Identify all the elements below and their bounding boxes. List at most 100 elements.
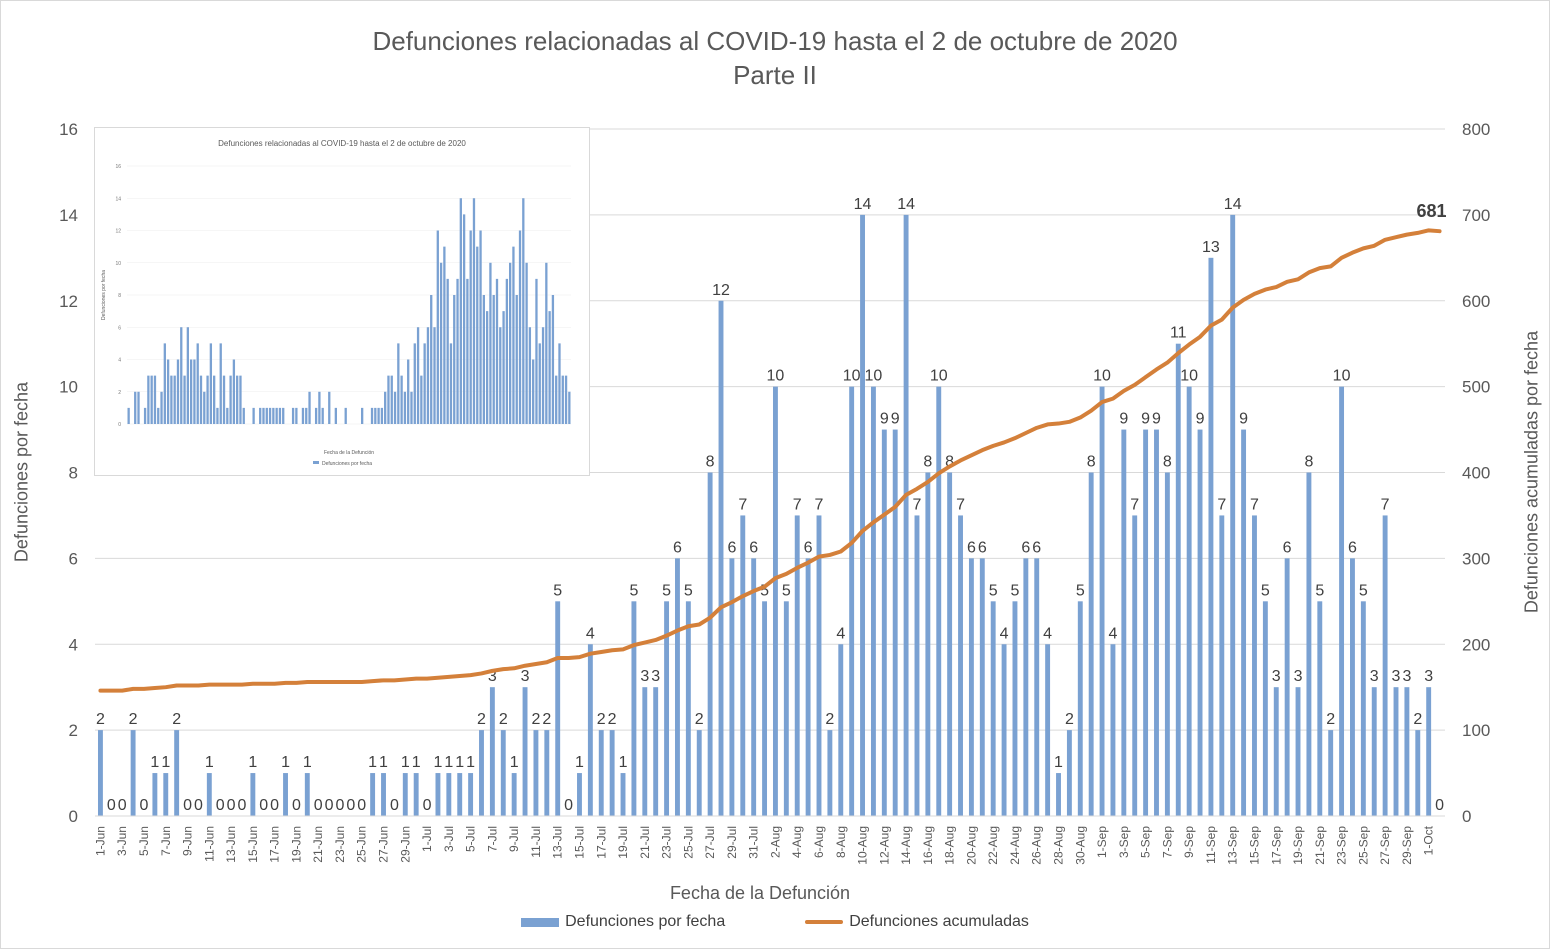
bar-value-label: 0 [390, 797, 399, 814]
bar-value-label: 0 [1435, 797, 1444, 814]
inset-bar [173, 375, 176, 424]
bar [1230, 214, 1236, 816]
bar-value-label: 11 [1170, 325, 1187, 342]
inset-bar [555, 375, 558, 424]
inset-bar [137, 391, 140, 424]
bar-value-label: 3 [1402, 668, 1411, 685]
inset-bar [469, 230, 472, 424]
bar-value-label: 1 [466, 754, 475, 771]
bar [1143, 429, 1149, 816]
bar-value-label: 7 [913, 496, 922, 513]
bar [1208, 257, 1214, 816]
bar [783, 601, 789, 816]
bar [402, 773, 408, 816]
inset-bar [222, 375, 226, 424]
bar-value-label: 7 [815, 496, 824, 513]
bar [925, 472, 931, 816]
x-tick-label: 27-Sep [1378, 826, 1392, 865]
bar-value-label: 0 [107, 797, 116, 814]
bar-value-label: 1 [281, 754, 290, 771]
inset-bar [344, 407, 347, 424]
x-tick-label: 1-Sep [1095, 826, 1109, 858]
bar-value-label: 0 [357, 797, 366, 814]
y-tick-label: 2 [69, 721, 78, 740]
bar-value-label: 6 [978, 539, 987, 556]
inset-bar [318, 391, 321, 424]
bar-value-label: 10 [1180, 368, 1198, 385]
x-tick-label: 3-Sep [1117, 826, 1131, 858]
bar-value-label: 6 [1032, 539, 1041, 556]
bar-value-label: 2 [1065, 711, 1074, 728]
bar [870, 386, 876, 816]
inset-bar [548, 311, 551, 424]
bar [914, 515, 920, 816]
x-tick-label: 23-Sep [1335, 826, 1349, 865]
inset-y-tick-label: 2 [118, 390, 121, 396]
bar [1339, 386, 1345, 816]
bar-value-label: 10 [865, 368, 883, 385]
bar-value-label: 7 [956, 496, 965, 513]
inset-bar [532, 359, 535, 424]
bar-value-label: 4 [1043, 625, 1052, 642]
bar [1056, 773, 1061, 816]
bar [816, 515, 822, 816]
inset-chart: Defunciones relacionadas al COVID-19 has… [94, 127, 590, 476]
bar-value-label: 9 [1152, 411, 1161, 428]
bar-value-label: 8 [923, 454, 932, 471]
bar-value-label: 1 [619, 754, 628, 771]
legend-line-swatch [805, 920, 844, 924]
inset-bar [528, 327, 532, 424]
y-tick-label: 8 [69, 464, 78, 483]
bar [1012, 601, 1018, 816]
inset-bar [361, 407, 364, 424]
legend-line-label: Defunciones acumuladas [849, 913, 1029, 930]
inset-y-tick-label: 10 [115, 261, 121, 267]
bar [1295, 687, 1301, 816]
y-tick-label: 14 [59, 206, 78, 225]
bar-value-label: 1 [248, 754, 257, 771]
bar [1001, 644, 1007, 816]
bar [511, 773, 517, 816]
bar [794, 515, 800, 816]
inset-bar [430, 295, 433, 424]
bar-value-label: 10 [843, 368, 861, 385]
bar-value-label: 5 [1315, 582, 1324, 599]
inset-bar [252, 407, 255, 424]
bar [533, 730, 539, 816]
bar-value-label: 1 [379, 754, 388, 771]
bar-value-label: 5 [553, 582, 562, 599]
inset-bar [328, 391, 331, 424]
inset-bar [482, 295, 485, 424]
x-tick-label: 10-Aug [856, 826, 870, 865]
inset-bar [446, 278, 449, 424]
inset-bar [259, 407, 262, 424]
inset-y-tick-label: 8 [118, 293, 121, 299]
inset-bar [229, 375, 232, 424]
x-tick-label: 19-Sep [1291, 826, 1305, 865]
inset-bar [153, 375, 157, 424]
bar [1382, 515, 1388, 816]
bar [544, 730, 550, 816]
bar [1404, 687, 1410, 816]
inset-y-tick-label: 4 [118, 358, 121, 364]
bar-value-label: 4 [586, 625, 595, 642]
bar [696, 730, 702, 816]
y-tick-label: 6 [69, 549, 78, 568]
inset-bar [275, 407, 278, 424]
bar-value-label: 7 [738, 496, 747, 513]
bar [947, 472, 953, 816]
x-tick-label: 29-Jul [725, 826, 739, 859]
bar-value-label: 2 [172, 711, 181, 728]
bar-value-label: 8 [706, 454, 715, 471]
bar-value-label: 7 [793, 496, 802, 513]
y2-tick-label: 800 [1462, 120, 1490, 139]
inset-bar [374, 407, 377, 424]
bar-value-label: 0 [564, 797, 573, 814]
bar [598, 730, 604, 816]
x-axis-title: Fecha de la Defunción [669, 883, 851, 903]
inset-bar [505, 278, 509, 424]
inset-bar [160, 391, 163, 424]
x-tick-label: 13-Sep [1226, 826, 1240, 865]
bar-value-label: 1 [510, 754, 519, 771]
